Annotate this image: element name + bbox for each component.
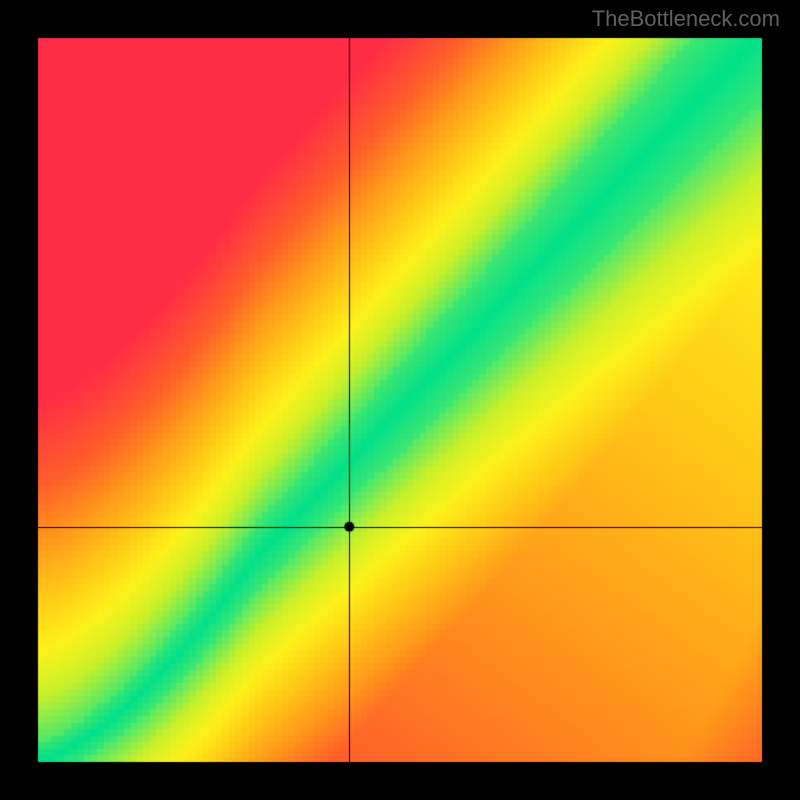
overlay-canvas [0,0,800,800]
watermark-label: TheBottleneck.com [592,6,780,32]
chart-container: TheBottleneck.com [0,0,800,800]
